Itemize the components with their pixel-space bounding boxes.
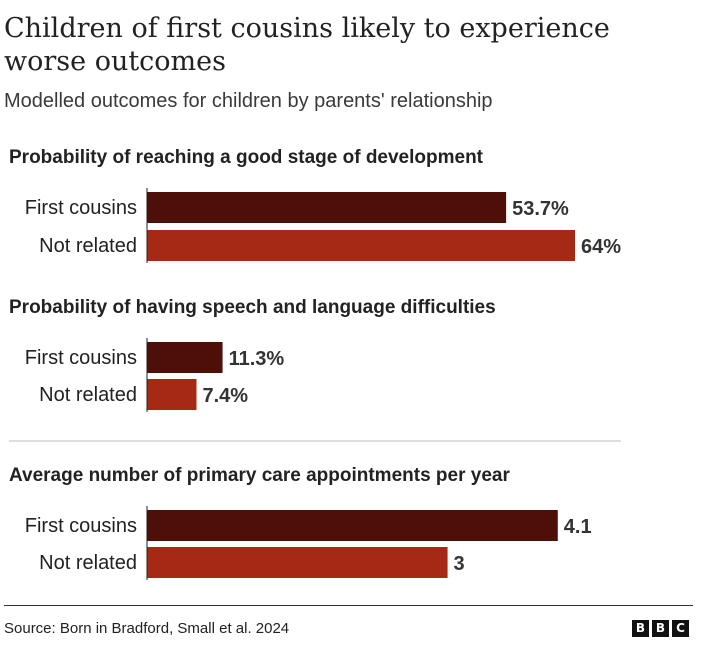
bbc-logo: B B C <box>632 620 689 637</box>
value-label: 11.3% <box>229 348 285 370</box>
footer-divider <box>4 605 693 606</box>
category-label: First cousins <box>25 347 137 369</box>
bar <box>147 510 558 541</box>
category-label: Not related <box>39 552 137 574</box>
bar <box>147 379 197 410</box>
bar-charts: Probability of reaching a good stage of … <box>9 147 621 580</box>
bar <box>147 342 223 373</box>
bar <box>147 547 448 578</box>
category-label: First cousins <box>25 515 137 537</box>
category-label: Not related <box>39 235 137 257</box>
bar <box>147 192 507 223</box>
value-label: 3 <box>454 553 465 575</box>
source-note: Source: Born in Bradford, Small et al. 2… <box>4 620 290 637</box>
bar <box>147 230 575 261</box>
bbc-logo-letter: C <box>672 620 689 637</box>
value-label: 4.1 <box>564 516 592 538</box>
value-label: 7.4% <box>202 385 248 407</box>
value-label: 64% <box>581 236 621 258</box>
bbc-logo-letter: B <box>632 620 649 637</box>
category-label: First cousins <box>25 197 137 219</box>
value-label: 53.7% <box>512 198 569 220</box>
bbc-logo-letter: B <box>652 620 669 637</box>
panel-title: Average number of primary care appointme… <box>9 465 510 486</box>
panel-title: Probability of reaching a good stage of … <box>9 147 484 168</box>
panel-title: Probability of having speech and languag… <box>9 297 496 318</box>
chart-subtitle: Modelled outcomes for children by parent… <box>4 90 493 112</box>
chart-title: Children of first cousins likely to expe… <box>4 13 610 77</box>
category-label: Not related <box>39 384 137 406</box>
